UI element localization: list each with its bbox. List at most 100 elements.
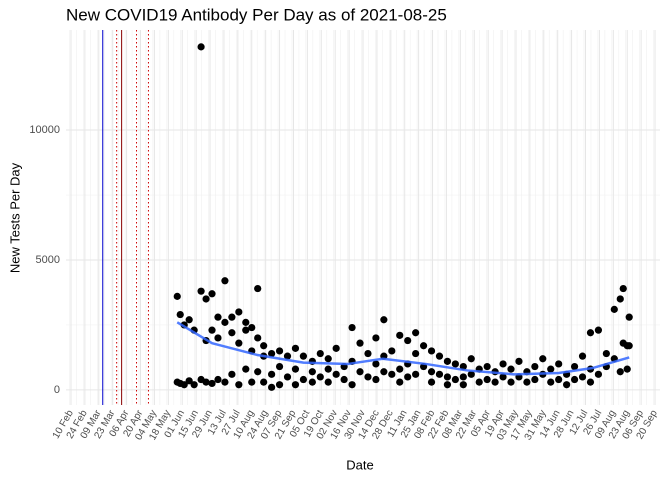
data-point [396, 365, 404, 373]
data-point [308, 378, 316, 386]
data-point [616, 368, 624, 376]
data-point [221, 378, 229, 386]
data-point [291, 365, 300, 373]
data-point [467, 355, 475, 363]
data-point [372, 360, 380, 368]
data-point [396, 331, 404, 339]
chart-title: New COVID19 Antibody Per Day as of 2021-… [66, 5, 447, 24]
data-point [275, 381, 284, 389]
data-point [475, 378, 483, 386]
data-point [619, 284, 627, 293]
data-point [483, 375, 491, 384]
data-point [380, 316, 388, 324]
data-point [412, 329, 420, 337]
x-axis-title: Date [346, 457, 373, 472]
data-point [570, 362, 579, 371]
data-point [531, 362, 539, 371]
trend-line [176, 321, 630, 376]
data-point [185, 316, 193, 324]
data-point [427, 347, 436, 355]
data-point [625, 313, 633, 321]
data-point [260, 342, 268, 350]
data-point [268, 370, 276, 378]
data-point [324, 378, 332, 386]
data-point [268, 349, 276, 358]
data-point [563, 381, 571, 389]
data-point [616, 295, 624, 303]
data-point [555, 375, 563, 384]
data-point [208, 290, 216, 298]
data-point [523, 378, 531, 386]
data-point [419, 342, 428, 350]
data-point [404, 373, 412, 381]
data-point [283, 373, 292, 381]
data-point [412, 370, 420, 378]
data-point [443, 357, 452, 365]
data-point [173, 292, 181, 300]
data-point [316, 373, 324, 381]
data-point [248, 378, 256, 386]
data-point [202, 295, 210, 303]
data-point [483, 362, 491, 371]
data-point [235, 308, 243, 316]
data-point [499, 360, 507, 368]
data-point [275, 362, 284, 371]
data-point [254, 284, 262, 293]
data-point [594, 370, 603, 378]
data-point [316, 349, 324, 358]
y-tick-label: 0 [54, 384, 60, 396]
data-point [586, 378, 595, 386]
data-point [364, 373, 372, 381]
data-point [214, 334, 222, 342]
data-point [248, 323, 256, 332]
data-point [202, 378, 210, 386]
data-point [348, 323, 356, 332]
data-point [221, 277, 229, 285]
data-point [299, 375, 308, 384]
data-point [555, 360, 563, 368]
data-point [254, 368, 262, 376]
data-point [356, 339, 364, 347]
y-axis-title: New Tests Per Day [7, 162, 22, 273]
data-point [404, 336, 412, 345]
data-point [268, 383, 276, 391]
data-point [547, 378, 555, 386]
data-point [586, 329, 595, 337]
data-point [254, 334, 262, 342]
data-point [570, 375, 579, 384]
data-point [499, 373, 507, 381]
data-point [291, 344, 300, 352]
data-point [197, 287, 205, 295]
data-point [539, 355, 547, 363]
data-point [531, 375, 539, 384]
data-point [348, 381, 356, 389]
data-point [299, 352, 308, 360]
data-point [214, 375, 222, 384]
data-point [507, 378, 515, 386]
data-point [235, 381, 243, 389]
data-point [578, 373, 587, 381]
data-point [242, 318, 250, 326]
data-point [578, 352, 587, 360]
data-point [459, 381, 467, 389]
y-tick-label: 5000 [36, 254, 60, 266]
data-point [594, 326, 603, 334]
data-point [308, 368, 316, 376]
data-point [228, 313, 236, 321]
data-point [340, 375, 348, 384]
data-point [214, 313, 222, 321]
data-point [332, 344, 340, 352]
data-point [324, 355, 332, 363]
data-point [208, 326, 216, 334]
data-point [180, 381, 188, 389]
data-point [610, 305, 618, 313]
data-point [228, 370, 236, 378]
data-point [507, 365, 515, 373]
data-point [190, 381, 198, 389]
data-point [547, 365, 555, 373]
data-point [185, 377, 193, 385]
data-point [467, 370, 475, 378]
data-point [242, 365, 250, 373]
data-point [515, 357, 523, 365]
